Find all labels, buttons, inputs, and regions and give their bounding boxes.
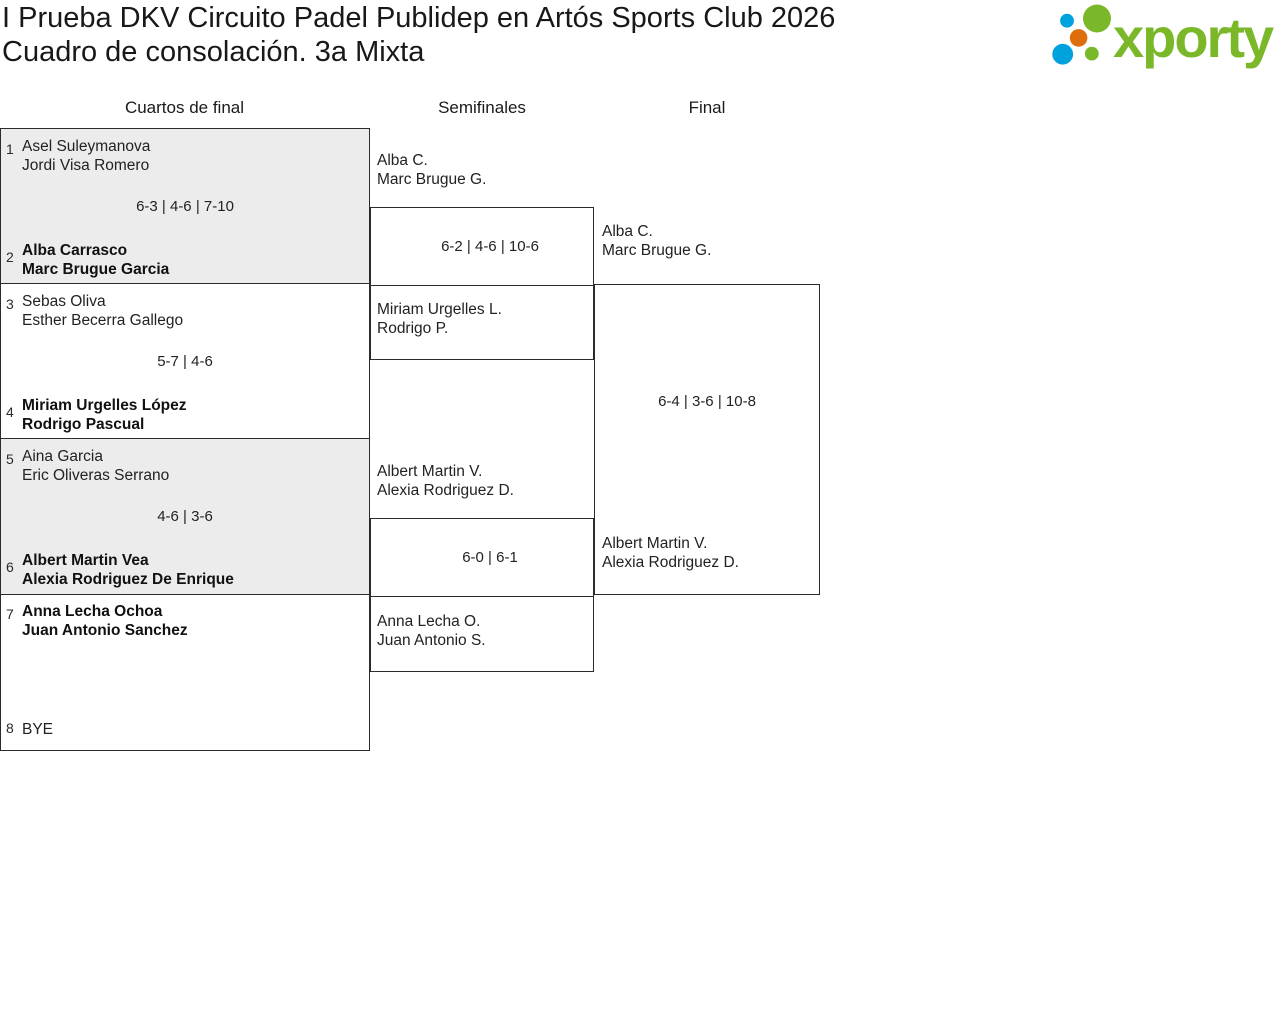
- svg-text:xporty: xporty: [1113, 6, 1274, 69]
